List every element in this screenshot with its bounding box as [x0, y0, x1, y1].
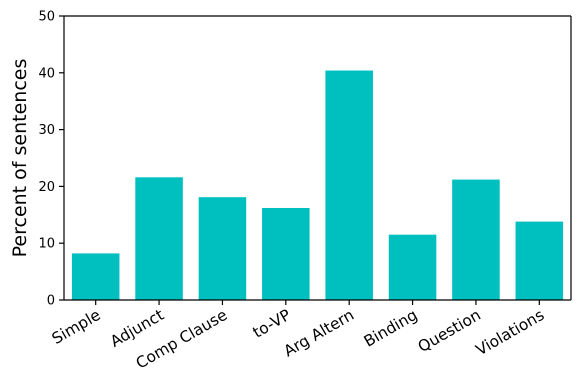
x-tick-label: Binding: [361, 306, 421, 351]
x-tick-label: to-VP: [250, 306, 294, 342]
x-tick-label: Simple: [49, 306, 104, 348]
x-tick-label: Question: [415, 306, 484, 356]
y-axis-label: Percent of sentences: [9, 59, 31, 258]
x-tick-label: Arg Altern: [281, 306, 357, 361]
y-tick-label: 50: [38, 10, 55, 25]
y-ticks: 0 10 20 30 40 50: [38, 10, 64, 309]
bars-layer: [71, 70, 564, 300]
bar-question: [452, 179, 500, 300]
bar-simple: [71, 253, 120, 300]
axes-layer: [63, 15, 572, 301]
bar-violations: [515, 221, 564, 300]
y-tick-label: 40: [38, 66, 55, 81]
bar-to-vp: [262, 207, 310, 300]
y-tick-label: 10: [38, 237, 55, 252]
bar-binding: [388, 234, 437, 300]
y-tick-label: 0: [47, 294, 55, 309]
bar-comp-clause: [198, 197, 247, 300]
y-tick-label: 20: [38, 180, 55, 195]
bar-adjunct: [135, 177, 183, 300]
y-tick-label: 30: [38, 123, 55, 138]
bar-arg-altern: [325, 70, 373, 300]
x-tick-label: Violations: [473, 306, 547, 359]
